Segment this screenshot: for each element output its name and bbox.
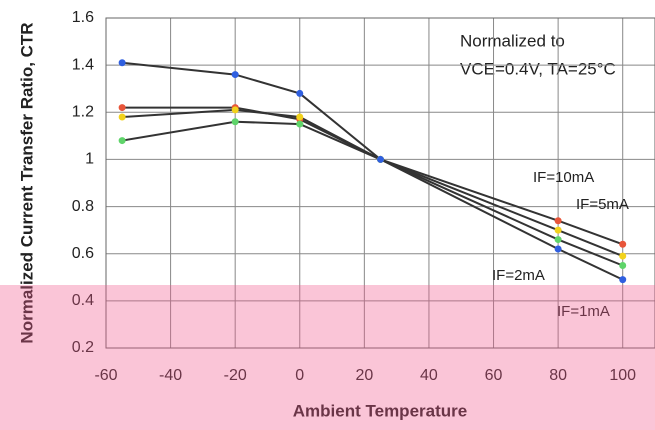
series-line [122, 106, 624, 246]
series-line [122, 61, 624, 281]
data-point [619, 240, 627, 248]
annotation: VCE=0.4V, TA=25°C [460, 59, 616, 78]
plot-frame [105, 17, 655, 349]
y-tick-label: 0.2 [72, 339, 94, 356]
x-tick-label: -40 [159, 367, 182, 384]
data-point [554, 236, 562, 244]
data-point [619, 262, 627, 269]
y-tick-label: 0.8 [72, 198, 94, 215]
data-point [118, 137, 126, 145]
data-point [377, 155, 384, 163]
data-point [231, 71, 239, 79]
series-label: IF=2mA [492, 267, 545, 284]
x-tick-label: 40 [420, 367, 438, 384]
data-point [296, 89, 304, 97]
data-point [118, 104, 126, 112]
y-axis-label: Normalized Current Transfer Ratio, CTR [17, 22, 36, 343]
x-tick-label: 80 [549, 367, 567, 384]
data-point [619, 276, 627, 284]
annotation: Normalized to [460, 31, 565, 50]
data-point [296, 120, 304, 128]
series-line [122, 108, 624, 257]
y-tick-label: 1.2 [72, 104, 94, 121]
series-line [121, 120, 624, 267]
x-axis-label: Ambient Temperature [293, 401, 467, 420]
data-point [554, 217, 562, 225]
data-point [296, 113, 304, 121]
data-point [554, 245, 562, 253]
x-tick-label: 0 [295, 367, 304, 384]
x-tick-label: 20 [355, 367, 373, 384]
x-tick-label: 100 [609, 367, 636, 384]
series-label: IF=10mA [533, 169, 594, 186]
x-tick-label: 60 [485, 367, 503, 384]
y-tick-label: 1.6 [72, 9, 94, 26]
series-label: IF=1mA [557, 303, 610, 320]
data-point [118, 113, 126, 121]
data-point [231, 118, 239, 126]
overlay-band [0, 285, 655, 430]
data-point [619, 252, 627, 260]
x-tick-label: -20 [224, 367, 247, 384]
y-tick-label: 0.4 [72, 292, 94, 309]
y-tick-label: 1 [85, 151, 94, 168]
x-tick-label: -60 [94, 367, 117, 384]
data-point [118, 59, 126, 67]
data-point [554, 226, 562, 234]
series-label: IF=5mA [576, 196, 629, 213]
y-tick-label: 1.4 [72, 56, 94, 73]
y-tick-label: 0.6 [72, 245, 94, 262]
data-point [231, 106, 239, 114]
